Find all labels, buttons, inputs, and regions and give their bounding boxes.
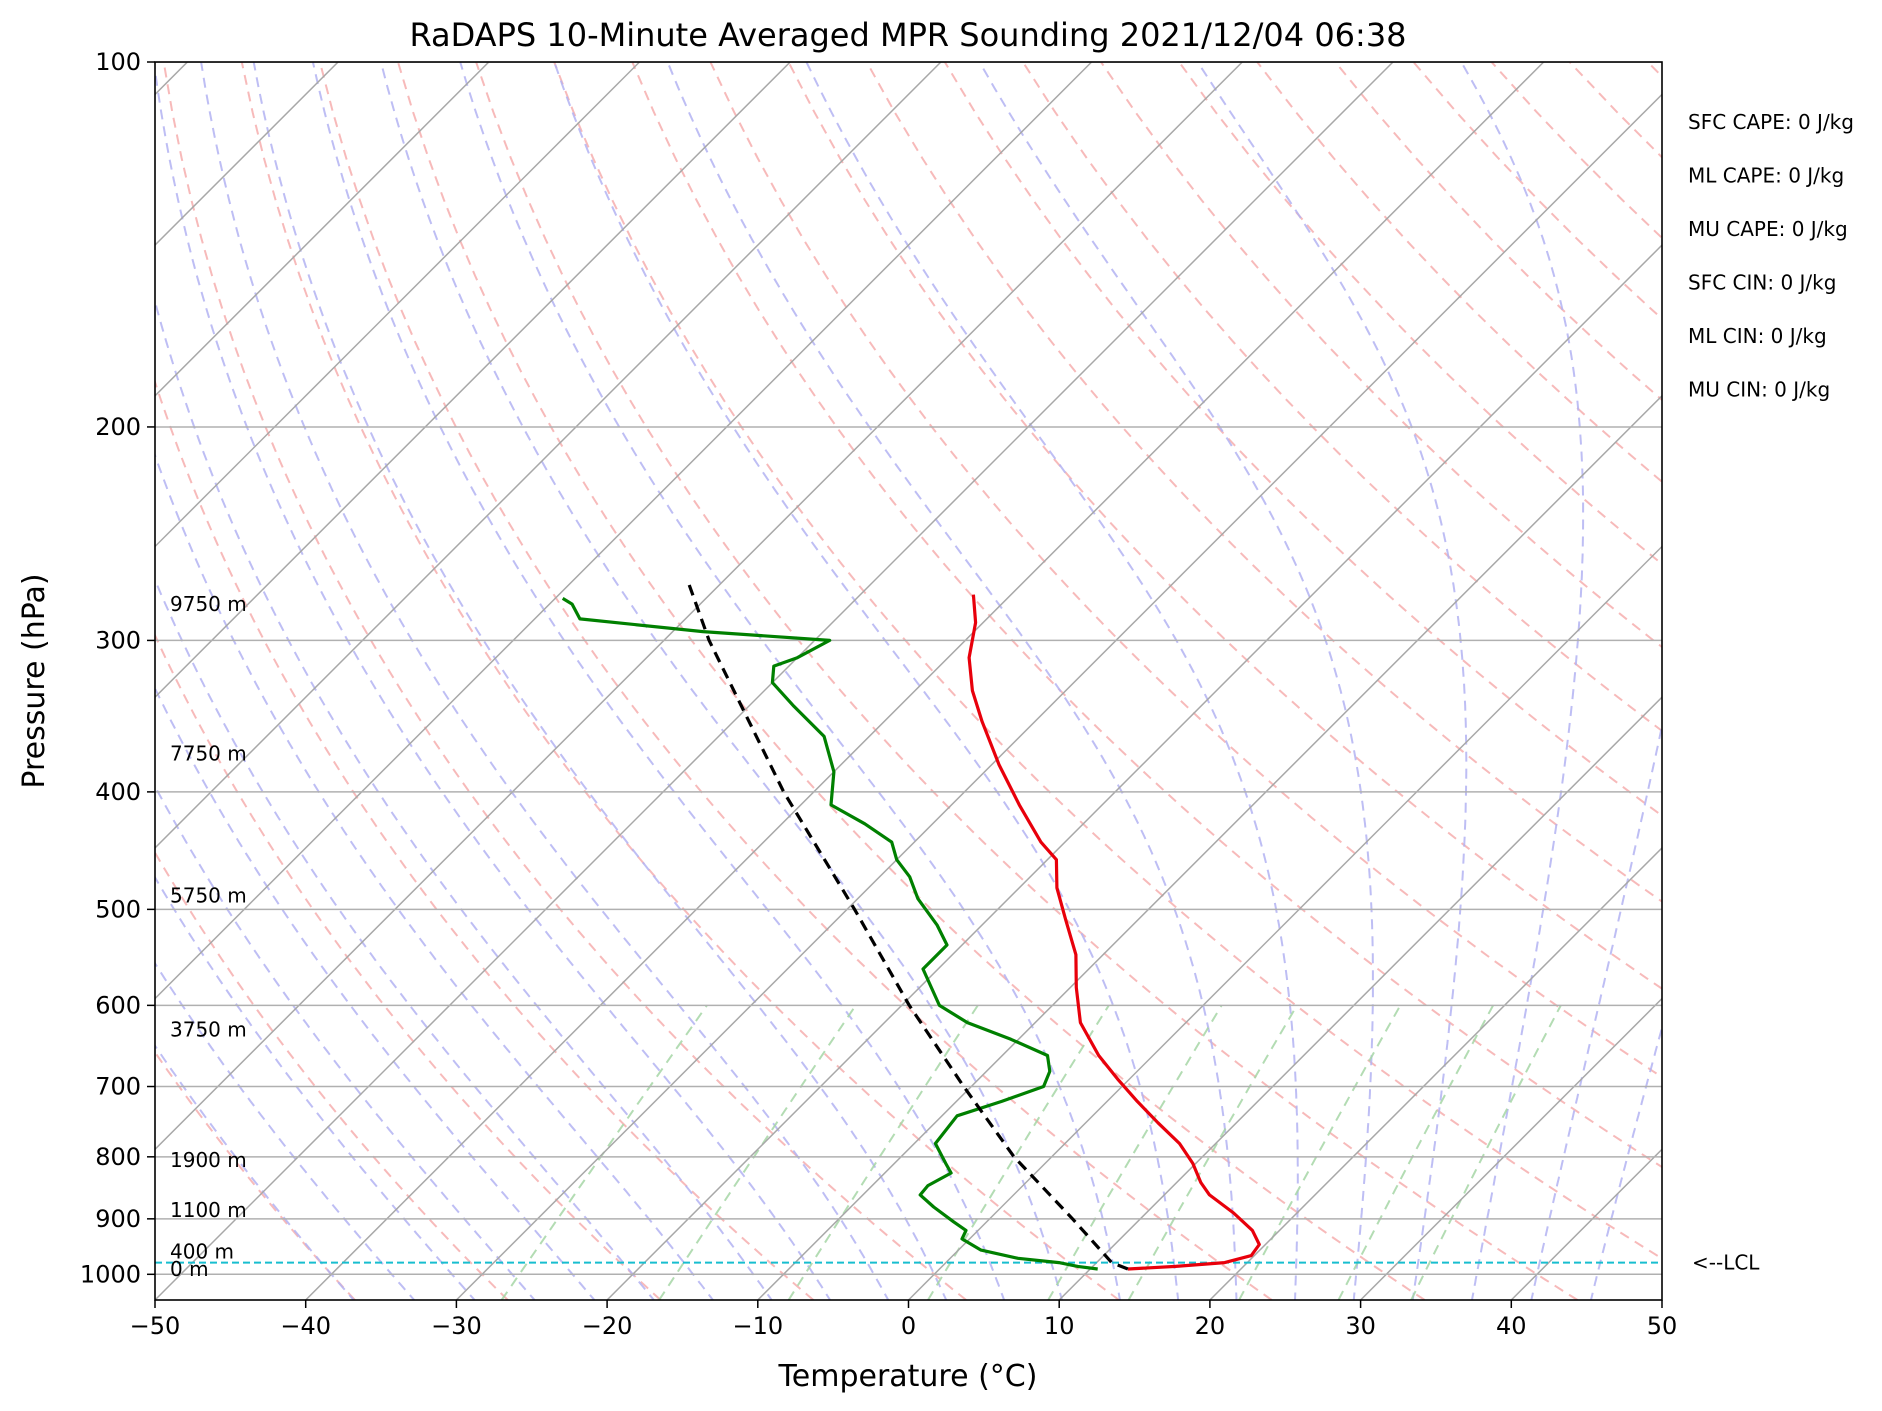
index-text: MU CAPE: 0 J/kg bbox=[1688, 217, 1848, 241]
y-tick-label: 900 bbox=[95, 1205, 141, 1233]
height-label: 1100 m bbox=[170, 1198, 247, 1222]
index-text: MU CIN: 0 J/kg bbox=[1688, 378, 1830, 402]
index-text: ML CAPE: 0 J/kg bbox=[1688, 164, 1844, 188]
height-label: 3750 m bbox=[170, 1017, 247, 1041]
y-tick-label: 200 bbox=[95, 413, 141, 441]
height-label: 400 m bbox=[170, 1240, 234, 1264]
y-tick-label: 800 bbox=[95, 1143, 141, 1171]
x-axis-label: Temperature (°C) bbox=[778, 1359, 1038, 1394]
y-tick-label: 700 bbox=[95, 1073, 141, 1101]
x-tick-label: 40 bbox=[1496, 1312, 1527, 1340]
x-tick-label: 0 bbox=[901, 1312, 916, 1340]
x-tick-label: 20 bbox=[1195, 1312, 1226, 1340]
height-label: 5750 m bbox=[170, 883, 247, 907]
y-tick-label: 1000 bbox=[80, 1260, 141, 1288]
y-tick-label: 400 bbox=[95, 778, 141, 806]
height-label: 7750 m bbox=[170, 742, 247, 766]
height-label: 1900 m bbox=[170, 1148, 247, 1172]
x-tick-label: 30 bbox=[1345, 1312, 1376, 1340]
x-tick-label: −30 bbox=[431, 1312, 482, 1340]
y-tick-label: 600 bbox=[95, 991, 141, 1019]
x-tick-label: −20 bbox=[582, 1312, 633, 1340]
x-tick-label: 50 bbox=[1647, 1312, 1678, 1340]
x-tick-label: 10 bbox=[1044, 1312, 1075, 1340]
index-text: ML CIN: 0 J/kg bbox=[1688, 324, 1827, 348]
lcl-label: <--LCL bbox=[1692, 1251, 1760, 1275]
y-tick-label: 300 bbox=[95, 626, 141, 654]
y-axis-label: Pressure (hPa) bbox=[17, 573, 52, 788]
x-tick-label: −10 bbox=[732, 1312, 783, 1340]
chart-title: RaDAPS 10-Minute Averaged MPR Sounding 2… bbox=[409, 16, 1406, 54]
index-text: SFC CAPE: 0 J/kg bbox=[1688, 110, 1854, 134]
index-text: SFC CIN: 0 J/kg bbox=[1688, 271, 1836, 295]
y-tick-label: 100 bbox=[95, 48, 141, 76]
x-tick-label: −50 bbox=[130, 1312, 181, 1340]
x-tick-label: −40 bbox=[280, 1312, 331, 1340]
height-label: 9750 m bbox=[170, 592, 247, 616]
y-tick-label: 500 bbox=[95, 895, 141, 923]
